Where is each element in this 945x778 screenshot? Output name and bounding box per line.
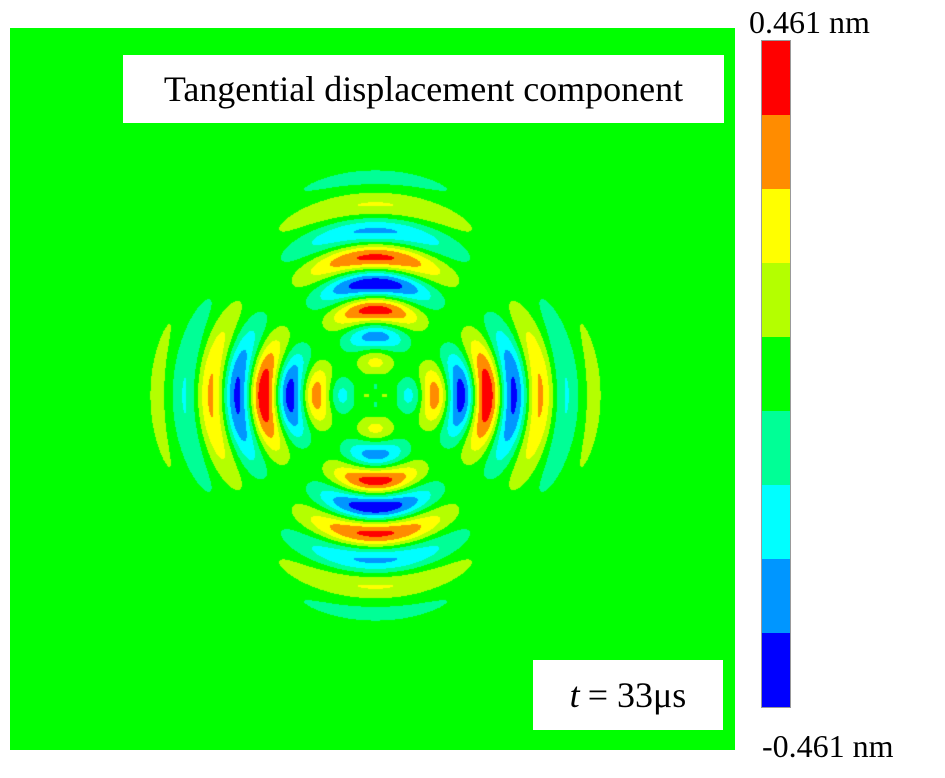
colorbar-level-1 <box>762 115 790 189</box>
colorbar-max-label: 0.461 nm <box>749 4 870 40</box>
plot-title: Tangential displacement component <box>123 55 724 123</box>
colorbar-level-0 <box>762 41 790 115</box>
colorbar-min-label: -0.461 nm <box>762 728 894 764</box>
colorbar <box>761 40 791 708</box>
colorbar-level-4 <box>762 337 790 411</box>
time-annotation: t = 33μs <box>533 660 723 730</box>
colorbar-level-7 <box>762 559 790 633</box>
colorbar-level-8 <box>762 633 790 707</box>
colorbar-level-6 <box>762 485 790 559</box>
colorbar-level-3 <box>762 263 790 337</box>
time-value: = 33μs <box>587 675 687 715</box>
displacement-contour-plot <box>10 28 735 750</box>
colorbar-level-5 <box>762 411 790 485</box>
colorbar-level-2 <box>762 189 790 263</box>
time-variable: t <box>569 675 580 715</box>
